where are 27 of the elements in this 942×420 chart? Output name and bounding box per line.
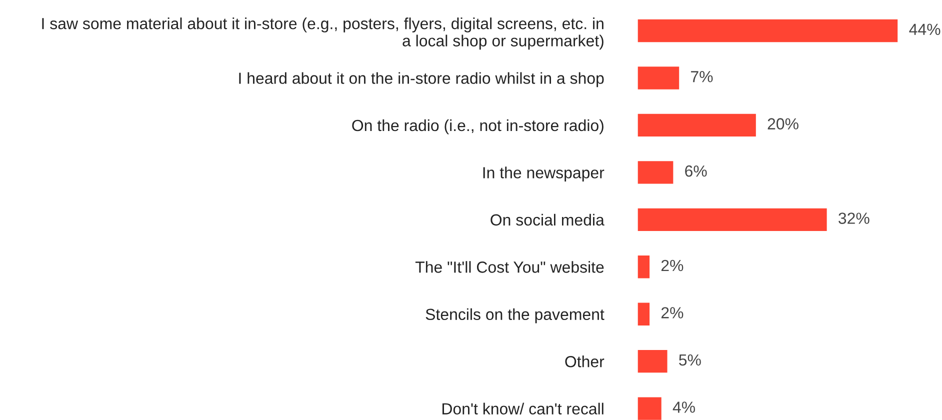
y-tick-label: The "It'll Cost You" website <box>415 261 604 273</box>
data-label: 7% <box>691 71 713 82</box>
bar <box>638 350 668 373</box>
y-tick-label: In the newspaper <box>483 166 604 182</box>
data-label: 4% <box>672 402 695 413</box>
y-tick-label: Don't know/ can't recall <box>442 402 604 415</box>
data-label: 6% <box>685 165 707 177</box>
y-tick-label: I heard about it on the in-store radio whilst in a shop <box>239 72 604 88</box>
bar <box>638 208 827 231</box>
y-tick-label: On the radio (i.e., not in-store radio) <box>352 119 604 134</box>
data-label: 44% <box>909 24 940 35</box>
bar <box>638 256 650 278</box>
bar <box>638 302 650 326</box>
y-tick-label: I saw some material about it in-store (e.g., posters, flyers, digital screens, etc. in a local shop or supermarket) <box>42 18 604 50</box>
bar <box>638 114 756 137</box>
data-label: 2% <box>661 260 684 272</box>
data-label: 20% <box>768 118 798 130</box>
y-tick-label: Stencils on the pavement <box>426 308 604 324</box>
data-label: 5% <box>679 354 701 366</box>
bar <box>638 397 662 420</box>
bar <box>638 66 680 90</box>
y-tick-label: On social media <box>490 214 604 226</box>
bar <box>638 19 898 42</box>
data-label: 2% <box>661 307 684 318</box>
data-label: 32% <box>838 212 870 224</box>
y-tick-label: Other <box>565 356 604 368</box>
bar <box>638 161 674 184</box>
